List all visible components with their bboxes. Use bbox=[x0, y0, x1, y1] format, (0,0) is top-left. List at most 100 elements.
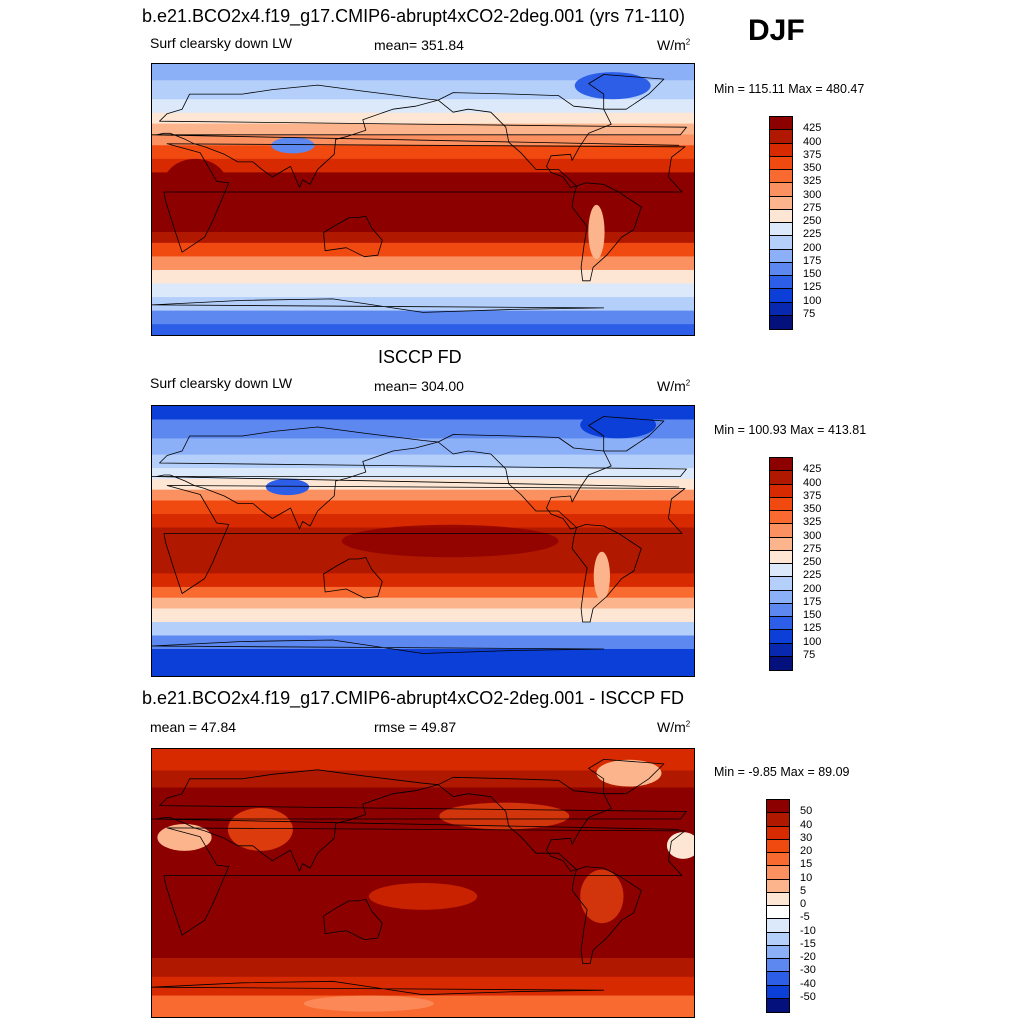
panel3-title: b.e21.BCO2x4.f19_g17.CMIP6-abrupt4xCO2-2… bbox=[142, 688, 684, 708]
colorbar-label: -50 bbox=[800, 990, 816, 1003]
colorbar-label: 425 bbox=[803, 463, 822, 476]
colorbar-swatch bbox=[767, 826, 789, 840]
colorbar-swatch bbox=[770, 603, 792, 617]
colorbar-label: 100 bbox=[803, 635, 822, 648]
colorbar-label: 200 bbox=[803, 241, 822, 254]
colorbar-label: -40 bbox=[800, 977, 816, 990]
colorbar-swatch bbox=[767, 906, 789, 920]
panel1-map bbox=[151, 63, 695, 336]
colorbar-label: -15 bbox=[800, 937, 816, 950]
colorbar-label: 50 bbox=[800, 805, 813, 818]
colorbar-swatch bbox=[770, 209, 792, 223]
colorbar-label: 375 bbox=[803, 489, 822, 502]
colorbar-label: 10 bbox=[800, 871, 813, 884]
panel2-mean-label: mean= 304.00 bbox=[374, 378, 464, 394]
panel1-variable-label: Surf clearsky down LW bbox=[150, 35, 293, 51]
colorbar-swatch bbox=[770, 550, 792, 564]
colorbar-swatch bbox=[770, 117, 792, 131]
colorbar-label: 300 bbox=[803, 188, 822, 201]
colorbar-label: 40 bbox=[800, 818, 813, 831]
colorbar-swatch bbox=[770, 143, 792, 157]
colorbar-swatch bbox=[770, 236, 792, 250]
colorbar-swatch bbox=[767, 985, 789, 999]
colorbar-label: 75 bbox=[803, 648, 816, 661]
colorbar-label: -10 bbox=[800, 924, 816, 937]
colorbar-label: 300 bbox=[803, 529, 822, 542]
panel3-mean-label: mean = 47.84 bbox=[150, 719, 237, 735]
colorbar-label: 175 bbox=[803, 595, 822, 608]
colorbar-swatch bbox=[767, 800, 789, 814]
panel3-map bbox=[151, 748, 695, 1018]
colorbar-label: -20 bbox=[800, 951, 816, 963]
colorbar-label: 150 bbox=[803, 609, 822, 621]
panel1-colorbar bbox=[769, 116, 793, 330]
colorbar-label: 250 bbox=[803, 215, 822, 227]
panel2-map-field bbox=[152, 406, 694, 676]
colorbar-label: 20 bbox=[800, 845, 813, 857]
panel2-title: ISCCP FD bbox=[378, 347, 462, 367]
colorbar-label: 5 bbox=[800, 884, 807, 897]
panel2-map bbox=[151, 405, 695, 677]
panel1-map-field bbox=[152, 64, 694, 335]
colorbar-swatch bbox=[767, 853, 789, 867]
colorbar-swatch bbox=[770, 170, 792, 184]
colorbar-swatch bbox=[767, 959, 789, 973]
colorbar-swatch bbox=[770, 156, 792, 170]
colorbar-swatch bbox=[770, 196, 792, 210]
colorbar-swatch bbox=[770, 223, 792, 237]
colorbar-label: 125 bbox=[803, 622, 822, 635]
colorbar-label: 375 bbox=[803, 148, 822, 161]
colorbar-label: 150 bbox=[803, 268, 822, 280]
panel2-variable-label: Surf clearsky down LW bbox=[150, 375, 293, 391]
colorbar-swatch bbox=[767, 879, 789, 893]
colorbar-swatch bbox=[770, 315, 792, 329]
colorbar-swatch bbox=[770, 577, 792, 591]
panel3-minmax: Min = -9.85 Max = 89.09 bbox=[714, 765, 850, 779]
colorbar-label: 125 bbox=[803, 281, 822, 294]
colorbar-swatch bbox=[770, 249, 792, 263]
panel1-title: b.e21.BCO2x4.f19_g17.CMIP6-abrupt4xCO2-2… bbox=[142, 6, 685, 26]
panel3-units: W/m2 bbox=[657, 719, 691, 735]
colorbar-swatch bbox=[770, 289, 792, 303]
colorbar-swatch bbox=[767, 972, 789, 986]
colorbar-label: 250 bbox=[803, 556, 822, 568]
colorbar-label: 100 bbox=[803, 294, 822, 307]
colorbar-swatch bbox=[767, 892, 789, 906]
colorbar-label: 175 bbox=[803, 254, 822, 267]
colorbar-swatch bbox=[770, 130, 792, 144]
season-label: DJF bbox=[748, 14, 805, 47]
colorbar-swatch bbox=[770, 276, 792, 290]
colorbar-swatch bbox=[770, 497, 792, 511]
panel2-units: W/m2 bbox=[657, 378, 691, 394]
colorbar-swatch bbox=[770, 458, 792, 472]
colorbar-swatch bbox=[770, 617, 792, 631]
colorbar-swatch bbox=[767, 998, 789, 1012]
panel1-mean-label: mean= 351.84 bbox=[374, 37, 464, 53]
colorbar-label: 225 bbox=[803, 569, 822, 582]
colorbar-label: 0 bbox=[800, 898, 807, 910]
colorbar-swatch bbox=[767, 919, 789, 933]
colorbar-swatch bbox=[770, 656, 792, 670]
colorbar-swatch bbox=[767, 866, 789, 880]
colorbar-label: 350 bbox=[803, 162, 822, 174]
colorbar-label: 350 bbox=[803, 503, 822, 515]
colorbar-swatch bbox=[770, 564, 792, 578]
colorbar-label: 325 bbox=[803, 175, 822, 188]
colorbar-label: -30 bbox=[800, 964, 816, 977]
colorbar-swatch bbox=[770, 524, 792, 538]
colorbar-label: 30 bbox=[800, 831, 813, 844]
colorbar-label: 400 bbox=[803, 135, 822, 148]
colorbar-label: 275 bbox=[803, 201, 822, 214]
colorbar-swatch bbox=[770, 643, 792, 657]
colorbar-swatch bbox=[770, 262, 792, 276]
colorbar-swatch bbox=[770, 537, 792, 551]
colorbar-swatch bbox=[767, 932, 789, 946]
colorbar-label: 400 bbox=[803, 476, 822, 489]
colorbar-label: 200 bbox=[803, 582, 822, 595]
colorbar-swatch bbox=[767, 839, 789, 853]
colorbar-label: 425 bbox=[803, 122, 822, 135]
colorbar-label: 275 bbox=[803, 542, 822, 555]
colorbar-swatch bbox=[767, 813, 789, 827]
colorbar-swatch bbox=[770, 630, 792, 644]
colorbar-label: 15 bbox=[800, 858, 813, 871]
